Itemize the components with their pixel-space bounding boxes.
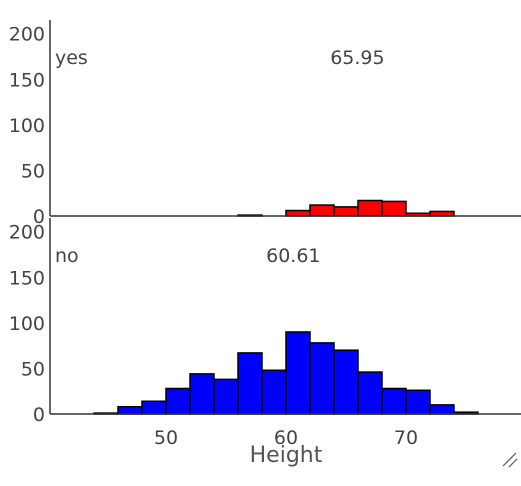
histogram-bar [357,371,383,415]
x-axis: 50 60 70 [154,427,418,449]
y-tick-label: 50 [21,358,45,380]
histogram-bar [213,378,239,415]
resize-handle-icon[interactable] [502,452,518,468]
histogram-bar [309,204,335,217]
histogram-bar [333,206,359,217]
y-tick-label: 0 [33,206,45,228]
histogram-bar [381,200,407,217]
histogram-bar [429,404,455,415]
y-tick-label: 50 [21,160,45,182]
histogram-bar [285,331,311,415]
histogram-bar [261,369,287,415]
y-tick-label: 150 [9,69,45,91]
histogram-bar [237,352,263,415]
histogram-bar [333,349,359,415]
y-tick-label: 200 [9,222,45,244]
histogram-bar [285,209,311,217]
histogram-bar [165,387,191,415]
y-tick-label: 150 [9,267,45,289]
y-tick-label: 0 [33,404,45,426]
histogram-bar [381,387,407,415]
mean-label: 60.61 [266,245,320,267]
histogram-bar [141,400,167,415]
panel-label: no [55,245,79,267]
panel-no: 0 50 100 150 200 no 60.61 [9,218,521,426]
x-tick-label: 70 [394,427,418,449]
histogram-bar [309,342,335,415]
x-tick-label: 50 [154,427,178,449]
x-axis-label: Height [250,443,323,468]
histogram-bar [357,199,383,217]
panel-yes: 0 50 100 150 200 yes 65.95 [9,20,521,228]
y-tick-label: 100 [9,313,45,335]
y-tick-label: 200 [9,24,45,46]
histogram-bar [189,373,215,415]
x-tick-label: 60 [274,427,298,449]
mean-label: 65.95 [330,47,384,69]
histogram-bar [117,405,143,415]
y-tick-label: 100 [9,115,45,137]
histogram-bar [405,389,431,415]
panel-label: yes [55,47,88,69]
